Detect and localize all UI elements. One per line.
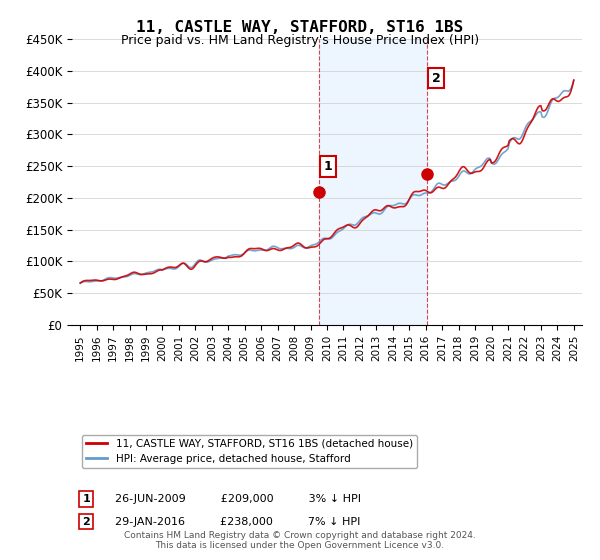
Text: 1: 1 [323,160,332,173]
Text: 2: 2 [432,72,441,85]
Text: Price paid vs. HM Land Registry's House Price Index (HPI): Price paid vs. HM Land Registry's House … [121,34,479,46]
Legend: 11, CASTLE WAY, STAFFORD, ST16 1BS (detached house), HPI: Average price, detache: 11, CASTLE WAY, STAFFORD, ST16 1BS (deta… [82,435,417,468]
Bar [319,39,427,325]
Text: 26-JUN-2009          £209,000          3% ↓ HPI: 26-JUN-2009 £209,000 3% ↓ HPI [108,494,361,504]
Text: 1: 1 [82,494,90,504]
Text: Contains HM Land Registry data © Crown copyright and database right 2024.
This d: Contains HM Land Registry data © Crown c… [124,530,476,550]
Text: 2: 2 [82,517,90,527]
Text: 29-JAN-2016          £238,000          7% ↓ HPI: 29-JAN-2016 £238,000 7% ↓ HPI [108,517,360,527]
Text: 11, CASTLE WAY, STAFFORD, ST16 1BS: 11, CASTLE WAY, STAFFORD, ST16 1BS [136,20,464,35]
